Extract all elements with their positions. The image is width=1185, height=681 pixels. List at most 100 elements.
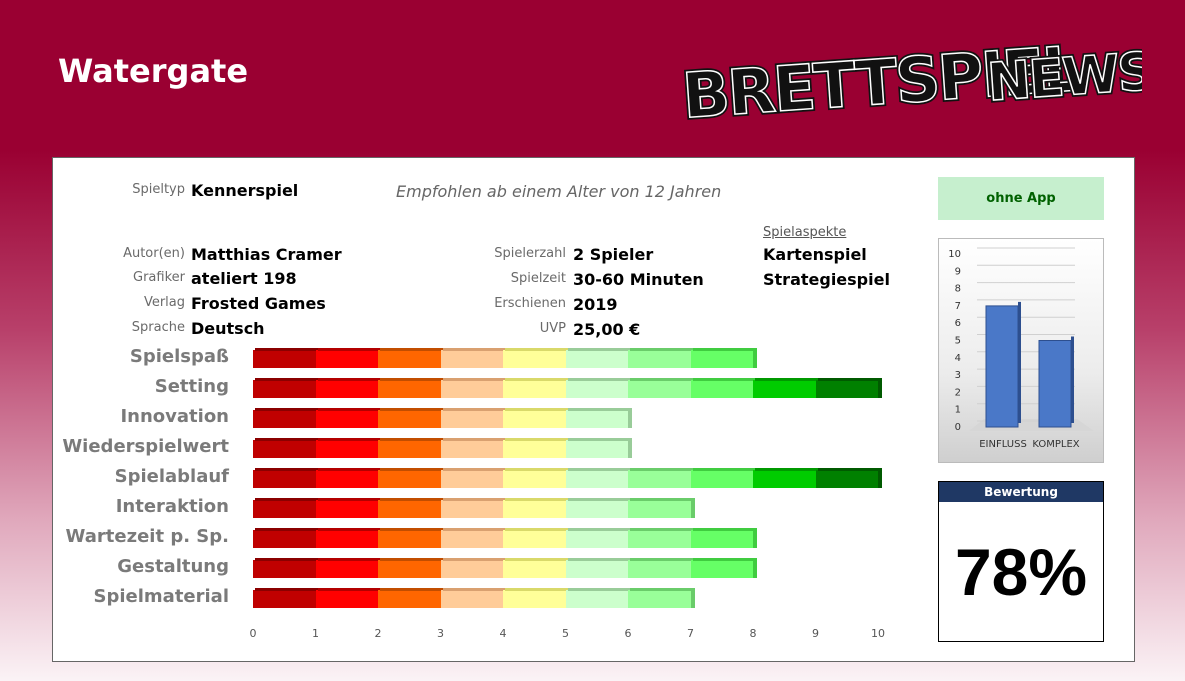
rating-bar [253,408,633,428]
rating-value: 78% [954,535,1088,609]
rating-bar-segment [315,380,378,398]
rating-bar-segment-top [755,378,818,381]
rating-bar-end [753,558,757,578]
y-tick-label: 9 [955,266,961,277]
rating-bar-segment [565,500,628,518]
rating-bar [253,588,696,608]
y-tick-label: 8 [955,284,961,295]
rating-bar-segment-top [630,348,693,351]
rating-bar-segment [690,470,753,488]
rating-bar [253,468,883,488]
x-tick-label: 2 [374,627,382,640]
rating-bar-segment-top [630,558,693,561]
rating-bar-segment-top [317,528,380,531]
category-label: KOMPLEX [1032,439,1079,450]
rating-bar-segment-top [817,378,880,381]
rating-bar-segment [378,590,441,608]
rating-bar [253,438,633,458]
rating-bar-segment [503,560,566,578]
grafiker-label: Grafiker [133,270,185,285]
rating-bar-segment [378,530,441,548]
uvp-value: 25,00 € [573,320,641,339]
x-tick-label: 7 [687,627,694,640]
rating-bar-segment-top [692,348,755,351]
rating-bar-segment [565,530,628,548]
rating-bar-segment-top [442,528,505,531]
rating-bar-segment [565,440,628,458]
rating-bar-segment [315,470,378,488]
rating-bar-segment [815,470,878,488]
rating-bar-segment [565,410,628,428]
rating-bar-segment [690,380,753,398]
rating-bar-segment [315,410,378,428]
x-tick-label: 3 [437,627,444,640]
rating-bar-segment [628,470,691,488]
rating-bar-segment-top [380,378,443,381]
rating-bar-segment-top [505,588,568,591]
rating-bar-segment [253,410,316,428]
rating-bar-segment-top [317,378,380,381]
rating-bar-segment [315,530,378,548]
rating-bar-segment-top [692,378,755,381]
rating-bar-segment [565,350,628,368]
rating-bar-segment-top [442,348,505,351]
rating-bar-segment [565,470,628,488]
x-tick-label: 8 [749,627,757,640]
spielerzahl-label: Spielerzahl [494,246,566,261]
rating-bar-segment-top [255,408,318,411]
rating-bar-segment [378,410,441,428]
complexity-bar [985,305,1019,428]
y-tick-label: 2 [955,387,961,398]
rating-bar-segment [503,410,566,428]
rating-bar-segment-top [505,438,568,441]
rating-bar-segment [628,530,691,548]
rating-bar-segment [440,590,503,608]
rating-bar-segment [440,470,503,488]
rating-bar-end [753,348,757,368]
rating-bar-segment-top [255,378,318,381]
rating-bar-segment [315,350,378,368]
rating-bar-segment-top [567,558,630,561]
rating-bar-end [878,378,882,398]
rating-bar-segment [565,380,628,398]
rating-bar-segment-top [630,498,693,501]
spieltyp-value: Kennerspiel [191,181,299,200]
category-label: EINFLUSS [979,439,1027,450]
rating-bar-segment [503,500,566,518]
rating-bar-segment-top [442,558,505,561]
rating-bar-segment-top [255,588,318,591]
rating-bar-segment-top [567,438,630,441]
rating-bar-segment-top [692,558,755,561]
rating-bar-segment [440,560,503,578]
rating-bar-segment-top [317,588,380,591]
rating-bar-segment-top [567,408,630,411]
rating-bar-segment [253,350,316,368]
criterion-label: Spielablauf [114,466,229,487]
spielerzahl-value: 2 Spieler [573,245,654,264]
rating-bar-segment-top [567,468,630,471]
rating-bar-segment [315,590,378,608]
rating-bar-segment [503,470,566,488]
rating-bar-end [628,438,632,458]
rating-bar-segment-top [380,558,443,561]
page-title: Watergate [58,52,249,90]
rating-bar-segment-top [255,558,318,561]
app-badge: ohne App [938,177,1104,220]
rating-bar-segment-top [630,528,693,531]
rating-bar-segment [440,410,503,428]
rating-bar-segment [378,440,441,458]
rating-bar-segment-top [755,468,818,471]
rating-bar-segment-top [442,588,505,591]
rating-bar-segment [440,530,503,548]
rating-bar-segment [440,380,503,398]
x-tick-label: 5 [562,627,569,640]
rating-bar-segment-top [505,348,568,351]
rating-bar-segment-top [505,408,568,411]
rating-bar-segment [378,500,441,518]
rating-bar-segment [690,560,753,578]
aspect-item: Strategiespiel [763,270,890,289]
spieltyp-label: Spieltyp [132,182,185,197]
rating-bar-segment [378,380,441,398]
erschienen-value: 2019 [573,295,618,314]
rating-bar-segment [565,560,628,578]
